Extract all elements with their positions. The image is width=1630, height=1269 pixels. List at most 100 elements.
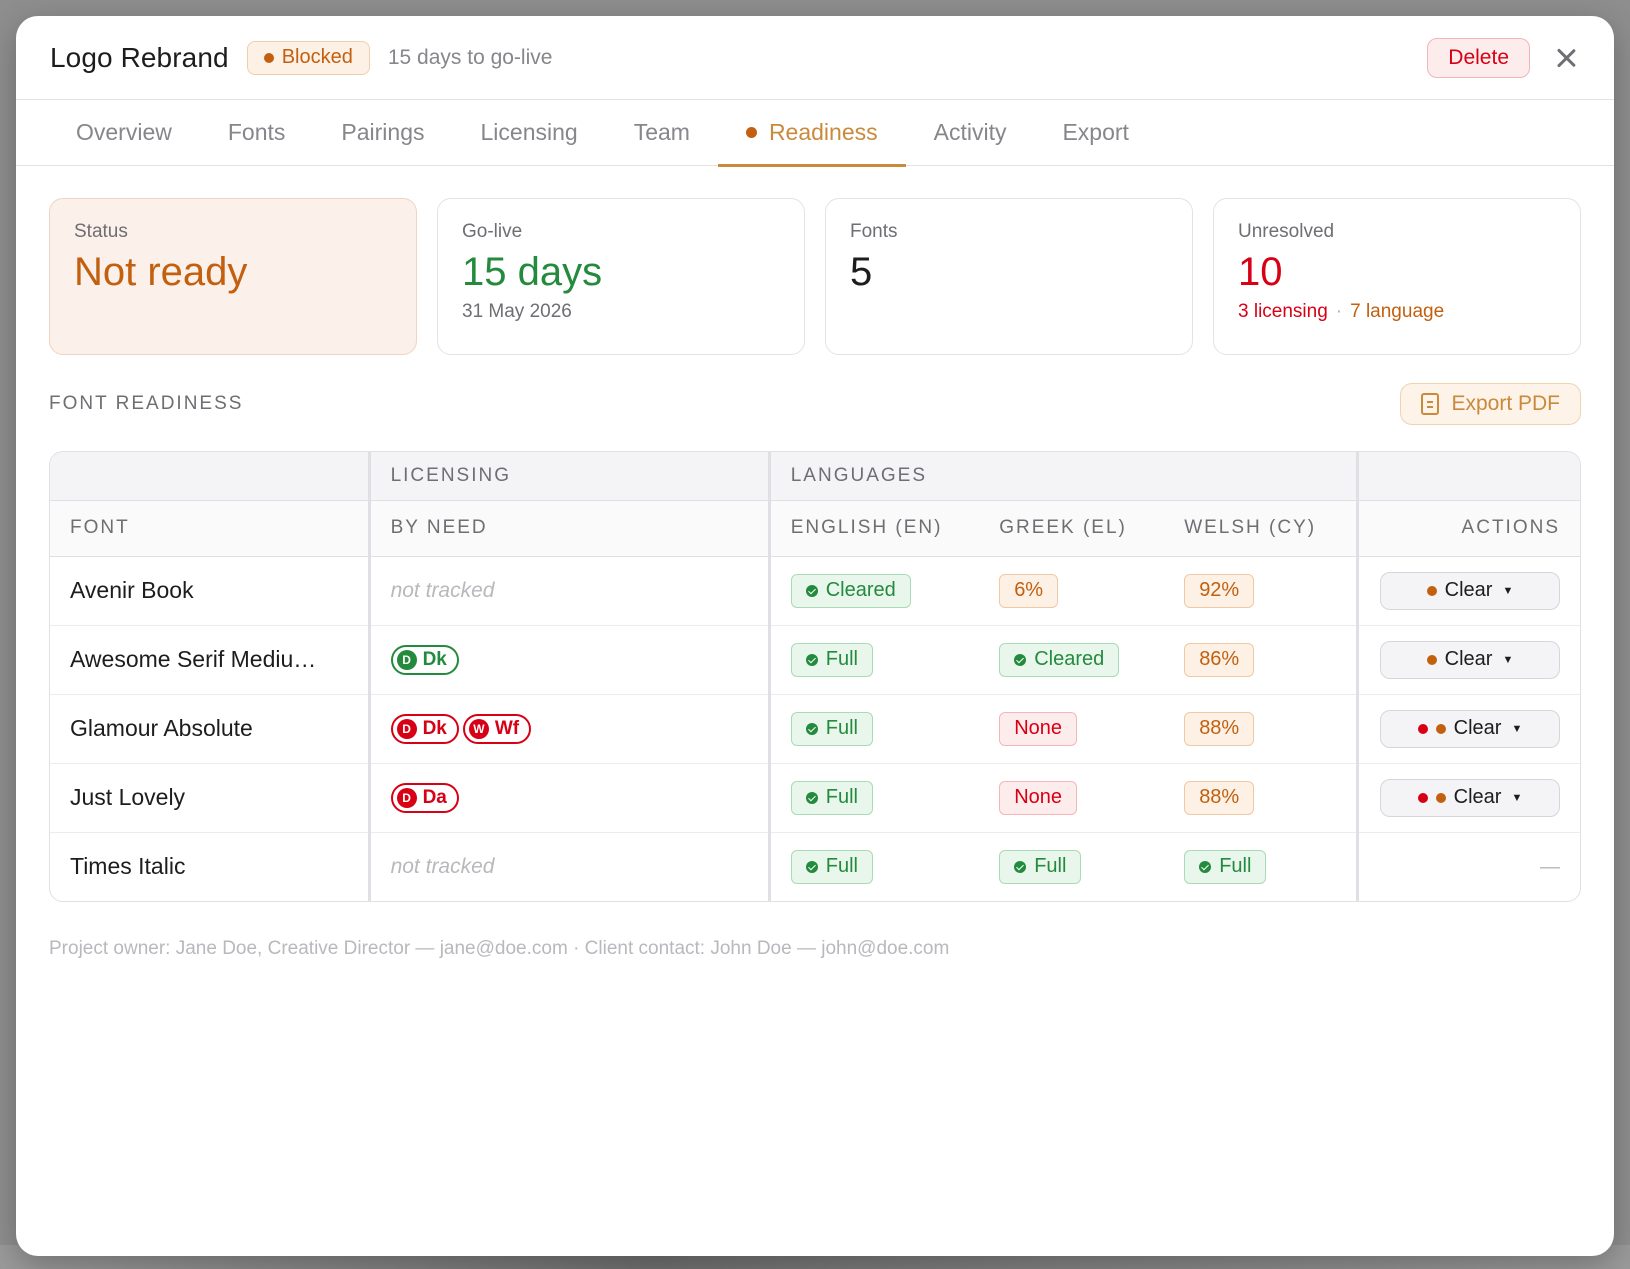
tab-bar: Overview Fonts Pairings Licensing Team R… xyxy=(16,100,1614,167)
status-badge-percent: 88% xyxy=(1184,711,1255,746)
status-badge-full: Full xyxy=(790,711,873,746)
error-dot-icon xyxy=(1417,792,1428,803)
license-pill-desktop[interactable]: D Dk xyxy=(390,713,459,744)
license-pill-app[interactable]: D Da xyxy=(390,782,459,813)
golive-countdown: 15 days to go-live xyxy=(387,45,553,69)
check-icon xyxy=(1199,860,1212,873)
section-title: FONT READINESS xyxy=(49,393,244,414)
tab-fonts[interactable]: Fonts xyxy=(200,100,314,165)
license-pill-label: Dk xyxy=(422,648,447,670)
fonts-card: Fonts 5 xyxy=(825,198,1193,355)
project-contacts-footer: Project owner: Jane Doe, Creative Direct… xyxy=(49,938,950,959)
license-pill-label: Wf xyxy=(494,717,520,739)
delete-button[interactable]: Delete xyxy=(1427,37,1530,78)
column-header-font[interactable]: FONT xyxy=(50,500,371,557)
document-icon xyxy=(1421,393,1440,415)
check-icon xyxy=(805,722,818,735)
status-badge-full: Full xyxy=(790,780,873,815)
badge-label: Cleared xyxy=(1034,648,1105,670)
modal-header: Logo Rebrand Blocked 15 days to go-live … xyxy=(16,16,1614,100)
license-pill-web[interactable]: W Wf xyxy=(462,713,532,744)
font-name[interactable]: Times Italic xyxy=(70,853,186,880)
clear-dropdown-button[interactable]: Clear ▼ xyxy=(1380,571,1560,610)
tab-label: Overview xyxy=(76,119,172,145)
tab-label: Activity xyxy=(933,119,1007,145)
badge-label: Full xyxy=(825,855,858,878)
tab-readiness[interactable]: Readiness xyxy=(717,100,906,167)
card-label: Status xyxy=(74,221,128,242)
warning-dot-icon xyxy=(1426,585,1437,596)
font-name[interactable]: Just Lovely xyxy=(70,784,186,810)
group-header-empty xyxy=(1357,452,1580,501)
export-pdf-button[interactable]: Export PDF xyxy=(1400,383,1581,425)
warning-dot-icon xyxy=(1435,792,1446,803)
tab-label: Readiness xyxy=(768,119,878,145)
license-letter-icon: D xyxy=(396,718,417,739)
readiness-dot-icon xyxy=(745,127,757,138)
table-row: Times Italic not tracked Full Full Full … xyxy=(50,832,1580,901)
column-header-by-need[interactable]: BY NEED xyxy=(369,500,771,557)
badge-label: Full xyxy=(825,786,858,808)
unresolved-licensing: 3 licensing xyxy=(1238,301,1328,322)
export-pdf-label: Export PDF xyxy=(1451,392,1560,415)
tab-activity[interactable]: Activity xyxy=(906,100,1035,165)
badge-label: Full xyxy=(825,648,858,670)
status-badge-label: Blocked xyxy=(281,46,353,68)
check-icon xyxy=(805,653,818,666)
status-badge-full: Full xyxy=(999,849,1082,884)
status-badge-full: Full xyxy=(1184,849,1267,884)
unresolved-card: Unresolved 10 3 licensing · 7 language xyxy=(1213,198,1581,355)
license-pill-desktop[interactable]: D Dk xyxy=(390,644,459,675)
license-pill-label: Da xyxy=(422,786,447,808)
font-name[interactable]: Glamour Absolute xyxy=(70,715,253,741)
clear-label: Clear xyxy=(1444,579,1493,601)
font-name[interactable]: Awesome Serif Mediu… xyxy=(70,646,317,672)
table-row: Glamour Absolute D Dk W Wf Full None 88% Cl… xyxy=(50,694,1580,764)
clear-dropdown-button[interactable]: Clear ▼ xyxy=(1380,640,1560,679)
licensing-not-tracked: not tracked xyxy=(390,578,495,602)
section-header: FONT READINESS Export PDF xyxy=(16,355,1614,425)
tab-label: Licensing xyxy=(480,119,578,145)
status-badge-percent: 92% xyxy=(1184,573,1255,608)
clear-label: Clear xyxy=(1444,648,1493,670)
status-badge-none: None xyxy=(999,780,1077,815)
clear-dropdown-button[interactable]: Clear ▼ xyxy=(1380,778,1560,817)
status-badge-percent: 6% xyxy=(999,573,1059,608)
check-icon xyxy=(1014,860,1027,873)
tab-label: Export xyxy=(1062,119,1129,145)
warning-dot-icon xyxy=(1426,654,1437,665)
caret-down-icon: ▼ xyxy=(1502,584,1514,597)
unresolved-breakdown: 3 licensing · 7 language xyxy=(1238,301,1556,323)
card-value: 5 xyxy=(850,250,873,294)
check-icon xyxy=(805,791,818,804)
error-dot-icon xyxy=(1417,723,1428,734)
license-letter-icon: D xyxy=(396,649,417,670)
warning-dot-icon xyxy=(1435,723,1446,734)
clear-dropdown-button[interactable]: Clear ▼ xyxy=(1380,709,1560,748)
check-icon xyxy=(805,860,818,873)
card-value: Not ready xyxy=(74,250,248,294)
column-header-actions: ACTIONS xyxy=(1357,500,1580,557)
tab-team[interactable]: Team xyxy=(606,100,718,165)
font-name[interactable]: Avenir Book xyxy=(70,577,194,603)
close-icon[interactable] xyxy=(1552,44,1580,72)
card-label: Go-live xyxy=(462,221,523,242)
check-icon xyxy=(805,584,818,597)
status-badge-full: Full xyxy=(790,849,873,884)
tab-overview[interactable]: Overview xyxy=(48,100,200,165)
tab-licensing[interactable]: Licensing xyxy=(453,100,606,165)
tab-label: Fonts xyxy=(227,119,286,145)
status-card: Status Not ready xyxy=(49,198,417,355)
license-letter-icon: W xyxy=(468,718,489,739)
caret-down-icon: ▼ xyxy=(1511,791,1523,804)
golive-card: Go-live 15 days 31 May 2026 xyxy=(437,198,805,355)
column-header-english[interactable]: ENGLISH (EN) xyxy=(769,500,980,557)
stat-cards: Status Not ready Go-live 15 days 31 May … xyxy=(16,166,1614,355)
no-action-dash: — xyxy=(1540,855,1560,878)
tab-pairings[interactable]: Pairings xyxy=(313,100,452,165)
tab-export[interactable]: Export xyxy=(1034,100,1156,165)
column-header-greek[interactable]: GREEK (EL) xyxy=(979,500,1165,557)
table-row: Awesome Serif Mediu… D Dk Full Cleared 86… xyxy=(50,625,1580,695)
status-badge-cleared: Cleared xyxy=(999,642,1120,677)
column-header-welsh[interactable]: WELSH (CY) xyxy=(1164,500,1360,557)
